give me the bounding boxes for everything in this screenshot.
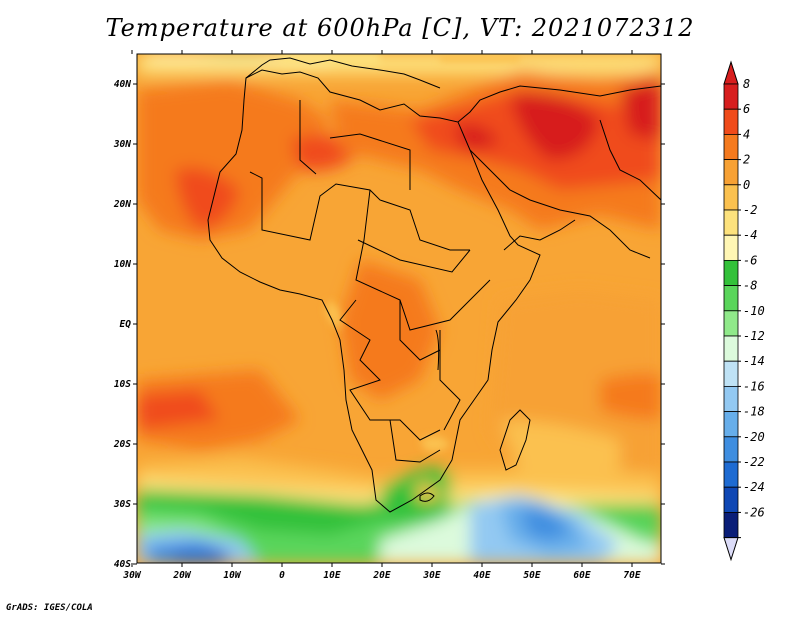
lon-label: 50E	[523, 570, 540, 581]
lat-label: 40S	[114, 559, 131, 570]
colorbar-swatch	[723, 486, 739, 513]
colorbar-swatch	[723, 285, 739, 312]
lon-label: 60E	[573, 570, 590, 581]
lat-label: 40N	[114, 79, 131, 90]
colorbar-swatch	[723, 83, 739, 110]
colorbar-swatch	[723, 108, 739, 135]
lon-label: 0	[279, 570, 285, 581]
colorbar-label: 2	[743, 153, 750, 167]
lon-label: 10E	[323, 570, 340, 581]
colorbar-swatch	[723, 209, 739, 236]
lat-label: 10N	[114, 259, 131, 270]
plot-frame	[136, 53, 662, 564]
footer-credit: GrADS: IGES/COLA	[6, 603, 93, 613]
colorbar-label: -22	[743, 455, 765, 469]
colorbar-label: -18	[743, 405, 765, 419]
lon-label: 10W	[223, 570, 241, 581]
colorbar-label: -14	[743, 354, 765, 368]
colorbar-swatch	[723, 259, 739, 286]
lon-label: 30W	[122, 570, 141, 581]
colorbar-swatch	[723, 159, 739, 186]
colorbar-swatch	[723, 461, 739, 488]
lon-label: 70E	[623, 570, 640, 581]
colorbar-label: -20	[743, 430, 765, 444]
colorbar-label: 0	[743, 178, 750, 192]
colorbar-swatch	[723, 184, 739, 211]
lat-label: 20N	[113, 199, 131, 210]
colorbar-label: -10	[743, 304, 765, 318]
lon-label: 30E	[422, 570, 440, 581]
lon-label: 40E	[473, 570, 490, 581]
colorbar-bottom-arrow	[723, 537, 739, 562]
colorbar-swatch	[723, 385, 739, 412]
colorbar-swatch	[723, 360, 739, 387]
colorbar-label: -8	[743, 279, 757, 293]
coastlines-borders	[207, 57, 661, 513]
colorbar-label: -12	[743, 329, 765, 343]
colorbar-label: -26	[743, 505, 765, 519]
colorbar-swatch	[723, 234, 739, 261]
longitude-axis: 30W 20W 10W 0 10E 20E 30E 40E 50E 60E 70E	[122, 50, 641, 581]
lon-label: 20W	[172, 570, 191, 581]
colorbar-label: -24	[743, 480, 765, 494]
colorbar-label: 4	[743, 127, 750, 141]
lon-label: 20E	[372, 570, 390, 581]
lat-label: EQ	[120, 319, 132, 330]
lat-label: 20S	[113, 439, 131, 450]
colorbar-top-arrow	[723, 60, 739, 85]
colorbar-swatch	[723, 411, 739, 438]
colorbar-label: 6	[743, 102, 750, 116]
map-title: Temperature at 600hPa [C], VT: 202107231…	[105, 14, 695, 42]
lat-label: 10S	[114, 379, 131, 390]
colorbar-label: -6	[743, 253, 757, 267]
lat-label: 30S	[113, 499, 131, 510]
colorbar: 8 6 4 2 0 -2 -4 -6 -8 -10 -12 -14 -16 -18 -20 -22 -24 -26	[723, 60, 765, 562]
colorbar-label: -2	[743, 203, 757, 217]
colorbar-label: -16	[743, 379, 765, 393]
colorbar-swatch	[723, 436, 739, 463]
lat-label: 30N	[113, 139, 131, 150]
temperature-field	[137, 54, 661, 563]
colorbar-swatch	[723, 335, 739, 362]
colorbar-swatch	[723, 512, 739, 539]
colorbar-swatch	[723, 133, 739, 160]
colorbar-label: -4	[743, 228, 757, 242]
colorbar-label: 8	[743, 77, 750, 91]
latitude-axis: 40N 30N 20N 10N EQ 10S 20S 30S 40S	[113, 79, 665, 570]
colorbar-swatch	[723, 310, 739, 337]
